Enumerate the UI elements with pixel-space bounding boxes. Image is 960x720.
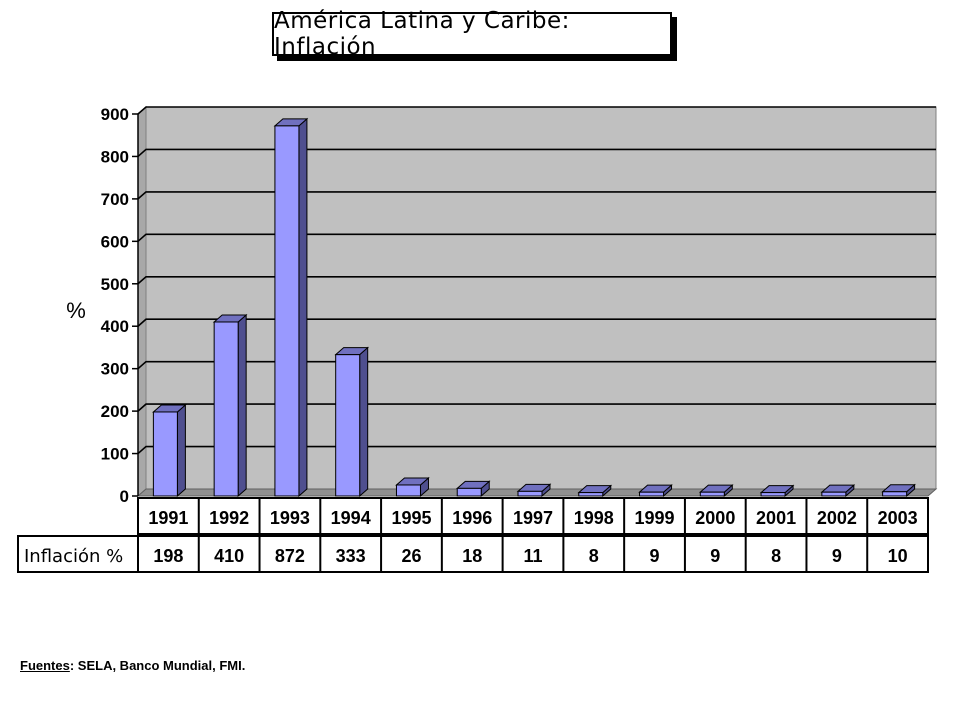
x-tick-label: 2002 [817, 508, 857, 528]
data-label: 18 [462, 546, 482, 566]
bar-front [699, 491, 725, 497]
bar-front [578, 492, 604, 497]
row-label: Inflación % [24, 546, 123, 567]
y-tick-label: 300 [101, 360, 129, 379]
data-label: 333 [336, 546, 366, 566]
data-label: 10 [888, 546, 908, 566]
gridline [137, 403, 936, 412]
bar-side [359, 346, 369, 498]
y-tick-label: 700 [101, 190, 129, 209]
y-tick-label: 100 [101, 445, 129, 464]
x-tick-label: 1997 [513, 508, 553, 528]
bar [395, 476, 430, 498]
bar-front [456, 487, 482, 497]
y-axis-label: % [66, 298, 86, 323]
value-row [17, 535, 929, 573]
y-axis: 0 100 200 300 400 500 600 700 800 900 [101, 105, 139, 506]
data-label: 198 [153, 546, 183, 566]
side-wall [137, 105, 147, 498]
bar-front [821, 491, 847, 497]
data-label: 9 [710, 546, 720, 566]
bar [638, 484, 673, 498]
bar-front [213, 321, 239, 497]
source-note: Fuentes: SELA, Banco Mundial, FMI. [20, 658, 245, 673]
bar-front [335, 354, 361, 497]
data-label: 9 [832, 546, 842, 566]
chart-title: América Latina y Caribe: Inflación [272, 8, 672, 60]
gridline [137, 275, 936, 285]
gridline [137, 445, 936, 455]
gridline [137, 106, 936, 115]
y-tick-label: 600 [101, 232, 129, 251]
bar [820, 484, 856, 498]
x-tick-label: 1995 [391, 508, 431, 528]
gridline [137, 233, 936, 242]
bar [212, 313, 248, 498]
x-tick-label: 2000 [695, 508, 735, 528]
bar [759, 484, 795, 498]
data-label: 8 [771, 546, 781, 566]
data-label: 8 [589, 546, 599, 566]
bar [455, 480, 491, 498]
y-tick-label: 200 [101, 402, 129, 421]
x-tick-label: 2001 [756, 508, 796, 528]
bar [516, 483, 552, 498]
x-tick-label: 1994 [331, 508, 371, 528]
gridline [137, 360, 936, 370]
y-tick-label: 500 [101, 275, 129, 294]
data-label: 26 [401, 546, 421, 566]
y-tick-label: 900 [101, 105, 129, 124]
x-tick-label: 1998 [574, 508, 614, 528]
data-table: 1991 198 1992 410 1993 872 1994 333 1995 26 1996 18… [17, 497, 929, 573]
gridlines [137, 106, 936, 455]
x-tick-label: 1996 [452, 508, 492, 528]
bar-front [639, 491, 665, 497]
data-label: 11 [523, 546, 542, 566]
bars [152, 117, 916, 498]
x-tick-label: 2003 [878, 508, 918, 528]
bar [273, 117, 309, 498]
bar [152, 403, 187, 498]
data-label: 9 [650, 546, 660, 566]
bar-front [152, 411, 178, 497]
bar-front [517, 490, 543, 497]
x-tick-label: 1991 [148, 508, 188, 528]
x-tick-label: 1999 [635, 508, 675, 528]
bar [698, 484, 734, 498]
gridline [137, 318, 936, 327]
bar-side [298, 117, 308, 498]
gridline [137, 191, 936, 200]
bar-front [395, 484, 421, 497]
data-label: 872 [275, 546, 305, 566]
y-tick-label: 400 [101, 317, 129, 336]
bar-front [274, 125, 300, 497]
source-text: : SELA, Banco Mundial, FMI. [69, 658, 246, 673]
x-tick-label: 1993 [270, 508, 310, 528]
y-tick-label: 800 [101, 147, 129, 166]
bar-front [760, 492, 786, 497]
back-wall [145, 106, 937, 490]
bar-front [882, 491, 908, 497]
data-label: 410 [214, 546, 244, 566]
bar [577, 484, 613, 498]
gridline [137, 148, 936, 158]
y-tick-label: 0 [120, 487, 129, 506]
plot-area [136, 105, 938, 498]
bar-side [237, 313, 247, 498]
bar [881, 483, 916, 498]
bar [334, 346, 370, 498]
bar-side [176, 403, 186, 498]
x-tick-label: 1992 [209, 508, 249, 528]
source-label: Fuentes [20, 658, 70, 673]
header-row [137, 497, 929, 535]
